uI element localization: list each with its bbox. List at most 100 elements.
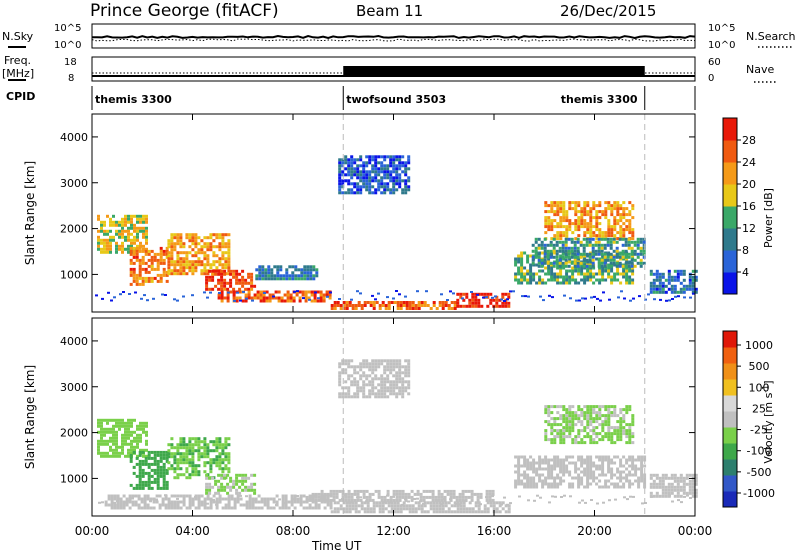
- echo-cell: [347, 495, 351, 499]
- noise-cell: [341, 498, 344, 500]
- echo-cell: [142, 421, 145, 425]
- echo-cell: [526, 476, 530, 480]
- echo-cell: [119, 506, 123, 510]
- noise-cell: [449, 290, 452, 293]
- echo-cell: [625, 207, 629, 211]
- echo-cell: [550, 222, 554, 226]
- echo-cell: [224, 497, 228, 501]
- echo-cell: [562, 275, 566, 279]
- echo-cell: [329, 489, 333, 493]
- echo-cell: [309, 271, 313, 275]
- nsearch-tick-bottom: 10^0: [708, 40, 735, 51]
- echo-cell: [374, 167, 378, 171]
- echo-cell: [135, 246, 139, 250]
- echo-cell: [314, 498, 318, 502]
- echo-cell: [488, 489, 492, 493]
- echo-cell: [580, 210, 584, 214]
- echo-cell: [538, 455, 542, 459]
- echo-cell: [606, 258, 610, 262]
- echo-cell: [335, 495, 339, 499]
- echo-cell: [559, 231, 563, 235]
- echo-cell: [567, 237, 571, 241]
- echo-cell: [673, 476, 677, 480]
- echo-cell: [284, 506, 288, 510]
- echo-cell: [150, 462, 154, 466]
- echo-cell: [655, 272, 659, 276]
- echo-cell: [138, 273, 142, 277]
- echo-cell: [380, 185, 384, 189]
- echo-cell: [679, 488, 683, 492]
- echo-cell: [631, 254, 635, 258]
- echo-cell: [564, 264, 568, 268]
- echo-cell: [616, 237, 620, 241]
- echo-cell: [205, 473, 209, 477]
- echo-cell: [407, 359, 411, 363]
- echo-cell: [377, 161, 381, 165]
- echo-cell: [577, 266, 581, 270]
- echo-cell: [162, 258, 166, 262]
- echo-cell: [191, 248, 195, 252]
- echo-cell: [127, 214, 130, 218]
- echo-cell: [682, 269, 686, 273]
- echo-cell: [652, 290, 656, 294]
- echo-cell: [540, 258, 544, 262]
- echo-cell: [667, 269, 671, 273]
- echo-cell: [223, 485, 227, 489]
- echo-cell: [580, 207, 584, 211]
- echo-cell: [664, 290, 668, 294]
- echo-cell: [329, 506, 333, 510]
- echo-cell: [589, 210, 593, 214]
- echo-cell: [571, 231, 575, 235]
- echo-cell: [162, 249, 166, 253]
- echo-cell: [322, 296, 326, 300]
- echo-cell: [452, 495, 456, 499]
- noise-cell: [506, 298, 509, 301]
- echo-cell: [320, 498, 324, 502]
- echo-cell: [221, 239, 225, 243]
- echo-cell: [549, 255, 553, 259]
- echo-cell: [362, 489, 366, 493]
- echo-cell: [218, 440, 222, 444]
- echo-cell: [280, 296, 284, 300]
- echo-cell: [309, 265, 313, 269]
- echo-cell: [507, 301, 511, 305]
- echo-cell: [488, 492, 492, 496]
- echo-cell: [670, 482, 674, 486]
- echo-cell: [124, 430, 127, 434]
- echo-cell: [209, 263, 213, 267]
- echo-cell: [603, 255, 607, 259]
- echo-cell: [233, 500, 237, 504]
- echo-cell: [235, 269, 239, 273]
- echo-cell: [208, 485, 212, 489]
- echo-cell: [265, 299, 269, 303]
- echo-cell: [366, 301, 370, 304]
- echo-cell: [176, 467, 180, 471]
- echo-cell: [592, 429, 596, 433]
- echo-cell: [550, 207, 554, 211]
- echo-cell: [616, 278, 620, 282]
- echo-cell: [467, 495, 471, 499]
- echo-cell: [266, 497, 270, 501]
- noise-cell: [170, 502, 173, 505]
- echo-cell: [188, 251, 192, 255]
- echo-cell: [142, 448, 145, 452]
- echo-cell: [112, 454, 115, 458]
- echo-cell: [564, 255, 568, 259]
- echo-cell: [679, 485, 683, 489]
- echo-cell: [223, 278, 227, 282]
- echo-cell: [238, 491, 242, 495]
- echo-cell: [145, 439, 148, 443]
- echo-cell: [630, 264, 634, 268]
- echo-cell: [579, 240, 583, 244]
- echo-cell: [470, 498, 474, 502]
- echo-cell: [595, 405, 599, 409]
- echo-cell: [365, 489, 369, 493]
- echo-cell: [299, 503, 303, 507]
- echo-cell: [159, 276, 163, 280]
- echo-cell: [276, 265, 280, 269]
- echo-cell: [619, 207, 623, 211]
- echo-cell: [165, 273, 169, 277]
- echo-cell: [206, 494, 210, 498]
- echo-cell: [434, 495, 438, 499]
- echo-cell: [688, 482, 692, 486]
